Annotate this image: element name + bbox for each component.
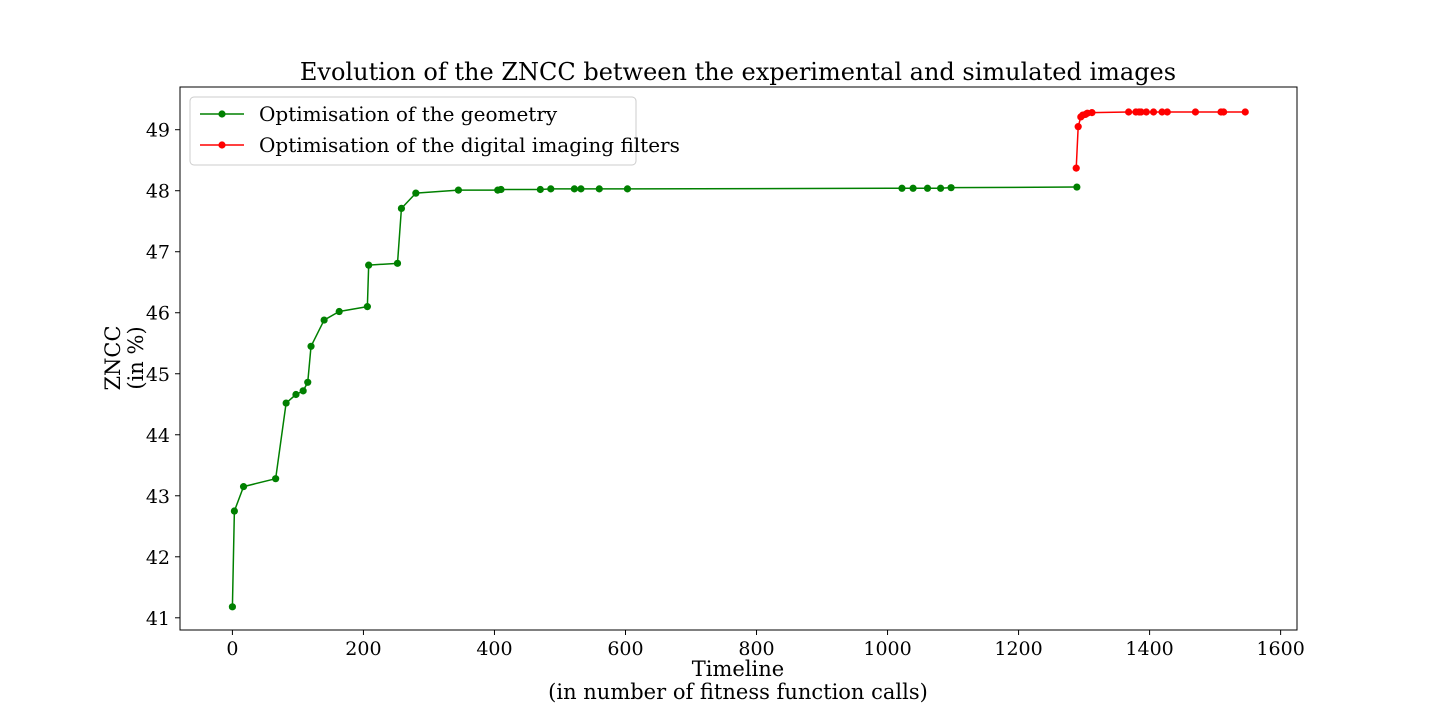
data-point [272, 475, 280, 483]
y-tick-label: 42 [146, 547, 170, 569]
y-tick-label: 46 [146, 303, 170, 325]
y-axis: 41 42 43 44 45 46 47 48 49 [146, 120, 180, 630]
data-point [228, 603, 237, 611]
data-point [393, 259, 402, 267]
data-point [365, 261, 373, 269]
data-point [1125, 108, 1133, 116]
x-tick-label: 1000 [863, 638, 911, 660]
data-point [547, 185, 555, 193]
data-point [1163, 108, 1171, 116]
plot-frame [179, 86, 1298, 631]
y-tick-label: 44 [146, 425, 170, 447]
data-point [397, 204, 406, 213]
data-point [595, 185, 603, 193]
x-axis: 0 200 400 600 800 1000 1200 1400 1600 [226, 630, 1305, 660]
y-axis-sublabel: (in %) [124, 326, 148, 389]
data-point [230, 507, 238, 515]
data-point [1241, 108, 1249, 116]
data-point [1088, 109, 1096, 117]
data-point [304, 378, 312, 386]
data-point [1073, 183, 1081, 191]
x-tick-label: 800 [738, 638, 774, 660]
x-axis-label: Timeline [692, 657, 784, 681]
plot-area: 0 200 400 600 800 1000 1200 1400 1600 41 42 43 44 45… [146, 86, 1305, 660]
data-point [412, 189, 420, 197]
data-point [1158, 108, 1166, 116]
data-point [363, 303, 371, 311]
y-tick-label: 45 [146, 364, 170, 386]
data-point [623, 185, 632, 193]
data-point [335, 307, 343, 316]
data-point [898, 184, 906, 192]
data-point [947, 184, 955, 192]
y-tick-label: 49 [146, 120, 170, 142]
y-tick-label: 47 [146, 242, 170, 264]
data-point [1074, 123, 1082, 131]
data-point [909, 184, 917, 192]
legend-label-filters: Optimisation of the digital imaging filt… [259, 133, 680, 157]
legend-entry-geometry: Optimisation of the geometry [200, 102, 558, 126]
data-point [570, 185, 578, 193]
chart-title: Evolution of the ZNCC between the experi… [300, 58, 1176, 86]
legend-entry-filters: Optimisation of the digital imaging filt… [200, 133, 680, 157]
x-tick-label: 1200 [994, 638, 1042, 660]
data-point [1191, 108, 1200, 116]
y-tick-label: 43 [146, 486, 170, 508]
x-tick-label: 1600 [1256, 638, 1304, 660]
data-point [923, 184, 932, 192]
legend-marker-filters [218, 141, 226, 149]
data-point [937, 184, 945, 192]
data-point [577, 185, 585, 193]
y-tick-label: 48 [146, 181, 170, 203]
data-point [292, 390, 300, 399]
data-point [497, 185, 505, 194]
x-tick-label: 400 [476, 638, 512, 660]
legend: Optimisation of the geometry Optimisatio… [189, 96, 680, 166]
legend-label-geometry: Optimisation of the geometry [259, 102, 558, 126]
legend-box [189, 96, 637, 166]
data-point [239, 483, 248, 491]
data-point [282, 399, 290, 407]
legend-marker-geometry [218, 110, 226, 118]
series-0 [228, 183, 1081, 611]
x-tick-label: 1400 [1125, 638, 1173, 660]
x-tick-label: 200 [345, 638, 381, 660]
data-point [1072, 164, 1080, 172]
data-point [1137, 108, 1145, 116]
x-tick-label: 0 [226, 638, 238, 660]
data-point [536, 185, 544, 194]
x-axis-sublabel: (in number of fitness function calls) [548, 680, 928, 704]
y-axis-label: ZNCC [101, 325, 125, 390]
y-tick-label: 41 [146, 608, 170, 630]
data-point [320, 316, 328, 324]
data-point [307, 342, 315, 350]
data-point [1149, 108, 1158, 116]
series-layer [228, 108, 1249, 611]
data-point [1220, 108, 1228, 116]
series-1 [1072, 108, 1249, 172]
x-tick-label: 600 [607, 638, 643, 660]
data-point [454, 186, 463, 194]
data-point [299, 387, 307, 395]
series-line [1075, 111, 1246, 169]
series-line [231, 186, 1077, 607]
data-point [1142, 108, 1150, 116]
